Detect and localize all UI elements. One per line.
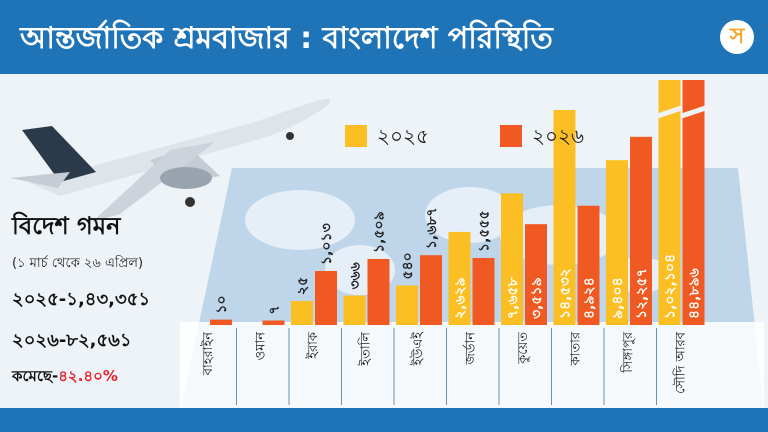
- stat-2025: ২০২৫-১,৪৩,৩৫১: [12, 289, 151, 310]
- bar-value-label: ১৪,৫৩২: [558, 268, 574, 319]
- bar-2026-5: [472, 257, 495, 325]
- bar-2025-6: [501, 193, 523, 325]
- bar-2025-3: [343, 295, 366, 325]
- bar-value-label: ৪,৯২৪: [582, 277, 598, 319]
- bar-value-label: ৩৬৬: [348, 262, 364, 289]
- bar-value-label: ৭: [267, 305, 283, 314]
- category-label: ইতালি: [358, 332, 374, 367]
- category-label: বাহরাইন: [200, 332, 216, 377]
- bar-value-label: ১,৬৮৭: [424, 207, 440, 249]
- bar-2026-8: [630, 136, 652, 325]
- axis-break-9-0: [656, 105, 683, 119]
- page-title: আন্তর্জাতিক শ্রমবাজার : বাংলাদেশ পরিস্থি…: [20, 21, 553, 56]
- category-label: ইউএই: [410, 331, 426, 367]
- bar-value-label: ২৫: [295, 277, 311, 295]
- bar-value-label: ৭,৬৫৮: [505, 276, 521, 319]
- category-label: সিঙ্গাপুর: [620, 331, 636, 374]
- bar-value-label: ১,৫০৯: [372, 211, 388, 253]
- bar-2025-4: [396, 285, 418, 325]
- footer-bar: [0, 408, 768, 432]
- bar-value-label: ১০: [214, 295, 230, 313]
- bar-2026-9: [682, 80, 705, 325]
- bar-2025-8: [606, 160, 628, 325]
- bar-2025-7: [553, 110, 576, 325]
- bar-value-label: ৪৪,৮৯৬: [687, 268, 703, 319]
- bar-value-label: ৫৪০: [400, 252, 416, 279]
- bar-2025-5: [448, 231, 471, 325]
- bar-value-label: ৯,৪০৪: [610, 277, 626, 319]
- bar-2025-9: [658, 80, 681, 325]
- bar-value-label: ১,০১৩: [319, 223, 335, 265]
- brand-logo: স: [720, 20, 754, 54]
- decline-value: ৪২.৪০%: [58, 367, 118, 385]
- decline-label: কমেছে-: [12, 367, 59, 385]
- bar-value-label: ৩,৫১৯: [529, 277, 545, 319]
- summary-panel: বিদেশ গমন (১ মার্চ থেকে ২৬ এপ্রিল) ২০২৫-…: [12, 208, 192, 390]
- axis-break-9-1: [680, 105, 707, 119]
- decline-stat: কমেছে-৪২.৪০%: [12, 365, 192, 390]
- stat-2026: ২০২৬-৮২,৫৬১: [12, 330, 132, 351]
- bar-2026-4: [420, 255, 442, 325]
- bar-2026-3: [367, 258, 390, 325]
- bar-2026-2: [315, 270, 337, 325]
- legend-swatch-2025: [345, 125, 367, 147]
- bar-value-label: ১,৫৫৫: [477, 210, 493, 252]
- bar-2026-7: [577, 205, 600, 325]
- legend-label: ২০২৫: [377, 124, 429, 148]
- summary-period: (১ মার্চ থেকে ২৬ এপ্রিল): [12, 256, 144, 271]
- bar-value-label: ১২,২৫৭: [634, 268, 650, 319]
- summary-heading: বিদেশ গমন: [12, 212, 121, 240]
- category-label: ইরাক: [305, 331, 321, 360]
- bar-2026-6: [525, 224, 547, 325]
- bar-value-label: ১,০২,১০৪: [663, 254, 679, 319]
- airplane-icon: [10, 98, 331, 222]
- bar-2026-0: [210, 319, 232, 325]
- category-label: ওমান: [254, 332, 269, 361]
- bar-value-label: ২,৬২৯: [453, 277, 469, 319]
- legend-label: ২০২৬: [532, 124, 584, 148]
- category-label: সৌদি আরব: [673, 331, 689, 394]
- legend-swatch-2026: [500, 125, 522, 147]
- category-label: কাতার: [569, 331, 584, 366]
- bar-2025-2: [291, 300, 313, 325]
- category-label: কুয়েত: [516, 332, 531, 365]
- category-label: জর্ডান: [463, 332, 479, 366]
- header-banner: আন্তর্জাতিক শ্রমবাজার : বাংলাদেশ পরিস্থি…: [0, 0, 768, 74]
- bar-2026-1: [262, 320, 285, 325]
